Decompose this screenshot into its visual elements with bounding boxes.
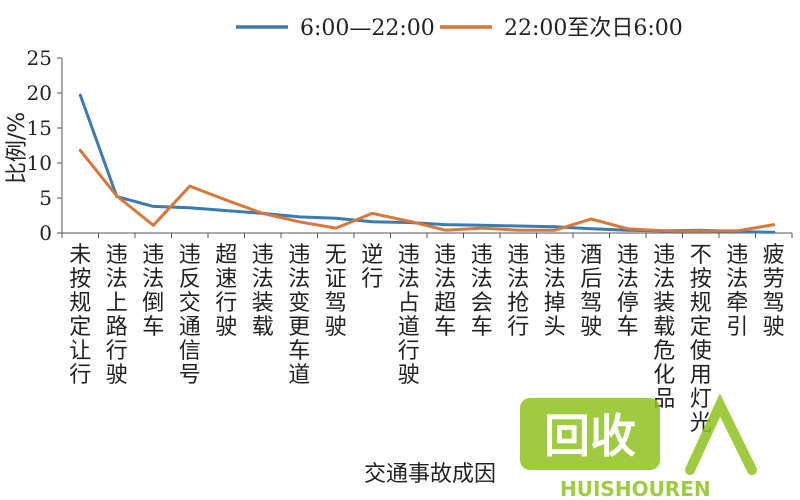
y-tick-label: 0 [39, 221, 52, 245]
x-category-label: 违法装载 [252, 243, 274, 340]
x-category-label: 违法倒车 [142, 243, 164, 340]
watermark-logo: 回收 HUISHOUREN [520, 393, 757, 500]
x-axis: 未按规定让行违法上路行驶违法倒车违反交通信号超速行驶违法装载违法变更车道无证驾驶… [61, 232, 793, 436]
x-category-label: 无证驾驶 [325, 243, 347, 340]
x-category-label: 违法上路行驶 [106, 243, 128, 388]
x-category-label: 超速行驶 [215, 243, 237, 340]
x-category-label: 违法占道行驶 [398, 243, 420, 388]
watermark-mark-icon [685, 393, 757, 475]
x-category-label: 违法超车 [434, 243, 456, 340]
x-category-label: 酒后驾驶 [580, 243, 602, 340]
x-category-label: 违法停车 [617, 243, 639, 340]
y-tick-label: 15 [27, 116, 52, 140]
series-line-1 [78, 93, 776, 234]
plot-area [78, 93, 776, 234]
x-category-label: 不按规定使用灯光 [690, 243, 712, 436]
x-category-label: 违法掉头 [544, 243, 566, 340]
x-category-label: 违法抢行 [507, 243, 529, 340]
x-category-label: 违法装载危化品 [653, 243, 675, 412]
y-tick-label: 5 [39, 186, 52, 210]
x-category-label: 违反交通信号 [179, 243, 201, 388]
x-category-label: 逆行 [361, 243, 383, 292]
x-category-label: 疲劳驾驶 [763, 243, 785, 340]
y-tick-label: 25 [27, 46, 52, 70]
x-category-label: 违法会车 [471, 243, 493, 340]
legend-label-2: 22:00至次日6:00 [504, 16, 683, 41]
y-tick-label: 10 [27, 151, 52, 175]
x-category-label: 违法牵引 [726, 243, 748, 340]
y-tick-label: 20 [27, 81, 52, 105]
legend: 6:00—22:00 22:00至次日6:00 [236, 16, 683, 41]
watermark-brand: 回收 [544, 409, 636, 463]
x-category-label: 未按规定让行 [69, 243, 91, 388]
y-axis-title: 比例/% [5, 112, 30, 184]
y-axis: 0 5 10 15 20 25 [27, 46, 63, 245]
watermark-sub: HUISHOUREN [560, 477, 711, 500]
x-axis-title: 交通事故成因 [364, 462, 496, 487]
series-line-2 [78, 148, 776, 233]
x-category-label: 违法变更车道 [288, 243, 310, 388]
legend-label-1: 6:00—22:00 [300, 16, 435, 41]
watermark-badge [520, 398, 660, 470]
